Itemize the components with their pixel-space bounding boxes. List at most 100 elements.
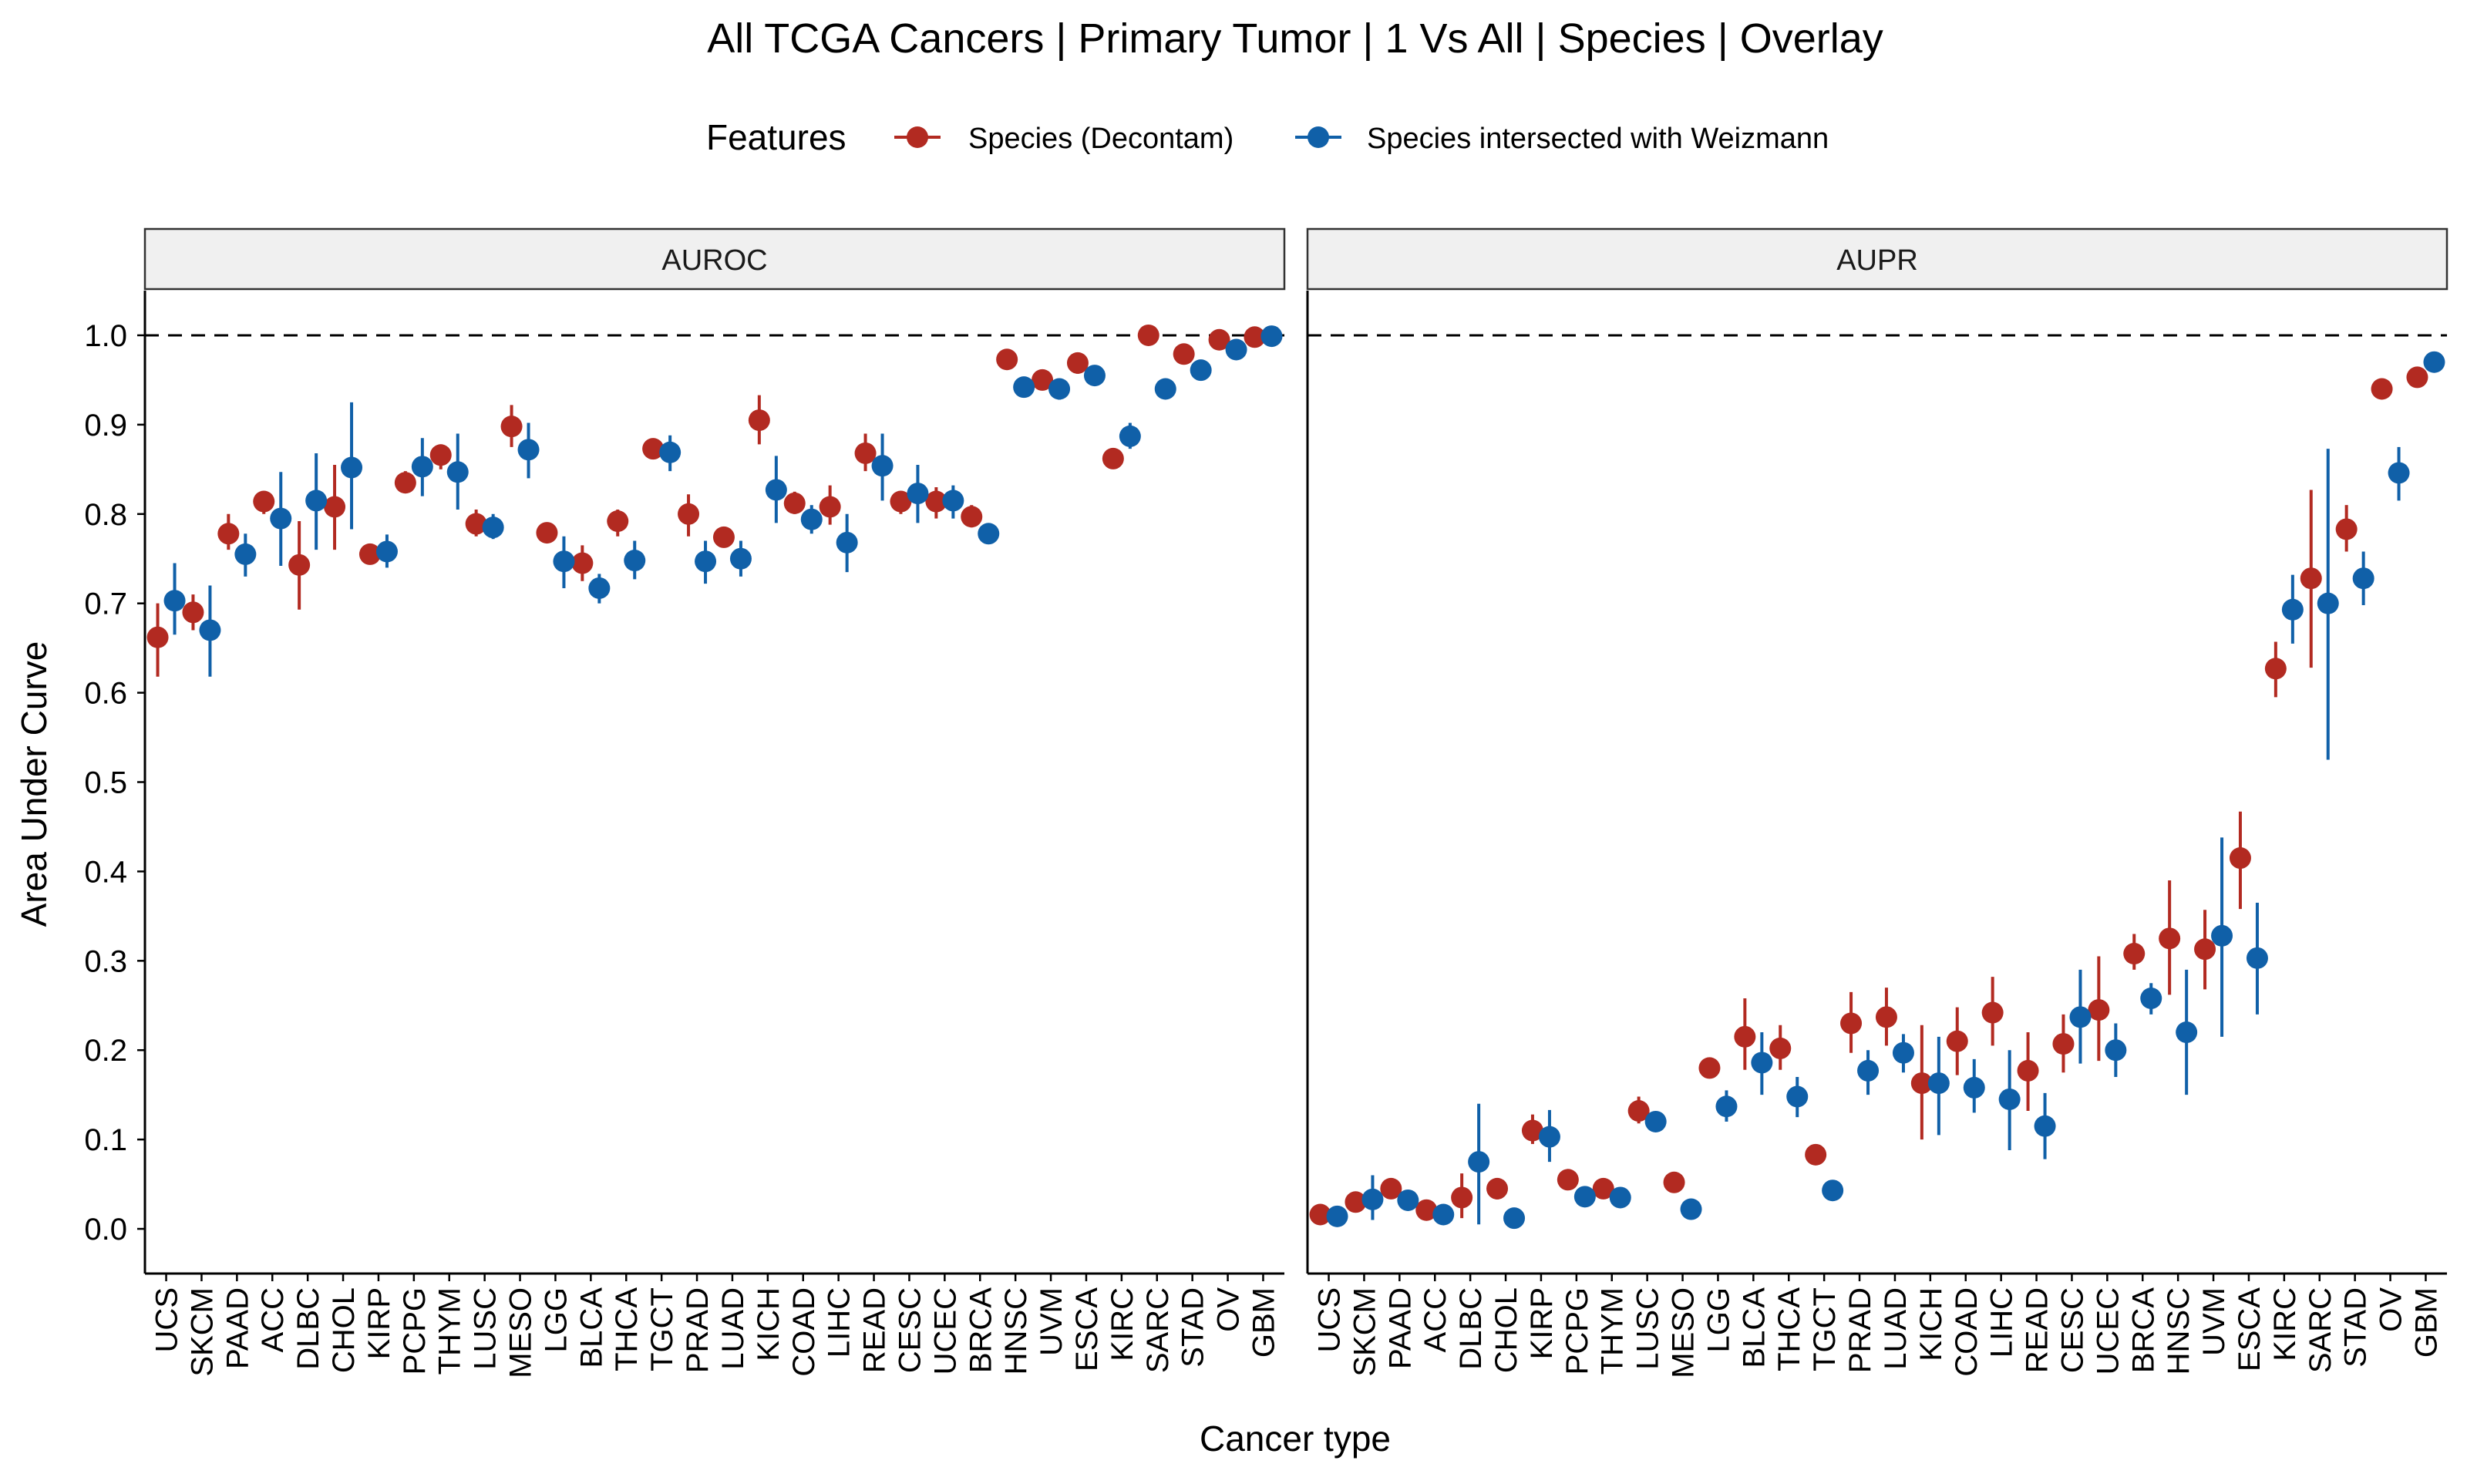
data-point <box>1892 1041 1914 1064</box>
data-point <box>465 513 487 535</box>
data-point <box>1698 1057 1721 1079</box>
data-point <box>942 490 964 512</box>
data-point <box>482 517 504 539</box>
x-tick-label: KIRP <box>1525 1287 1559 1359</box>
data-point <box>1538 1126 1560 1148</box>
data-point <box>2052 1033 2075 1055</box>
facet-label-auroc: AUROC <box>661 244 767 277</box>
x-tick-label: LUSC <box>469 1287 503 1370</box>
data-point <box>800 508 823 530</box>
data-point <box>571 552 594 574</box>
y-tick-label: 0.7 <box>84 587 127 621</box>
data-point <box>2123 943 2146 965</box>
data-point <box>695 550 717 573</box>
x-tick-label: STAD <box>1176 1287 1210 1368</box>
data-point <box>1573 1186 1596 1208</box>
legend-label-weizmann: Species intersected with Weizmann <box>1367 123 1829 155</box>
data-point <box>1609 1186 1631 1209</box>
x-tick-label: PAAD <box>220 1287 254 1369</box>
x-tick-label: PRAD <box>681 1287 715 1373</box>
facet-strip-aupr <box>1306 227 2448 291</box>
x-tick-label: CHOL <box>1489 1287 1523 1373</box>
data-point <box>2176 1021 2198 1044</box>
data-point <box>729 547 752 570</box>
x-tick-label: KIRC <box>1106 1287 1139 1361</box>
data-point <box>324 496 346 518</box>
data-point <box>1032 368 1054 391</box>
data-point <box>1048 378 1071 400</box>
data-point <box>146 626 169 648</box>
data-point <box>871 455 894 477</box>
data-point <box>2317 592 2339 614</box>
data-point <box>1486 1177 1509 1200</box>
data-point <box>1345 1191 1367 1213</box>
data-point <box>819 496 841 518</box>
x-tick-label: STAD <box>2339 1287 2373 1368</box>
data-point <box>2017 1059 2039 1082</box>
y-tick-label: 1.0 <box>84 319 127 353</box>
data-point <box>783 492 806 514</box>
x-tick-label: MESO <box>1667 1287 1701 1378</box>
data-point <box>2159 927 2181 950</box>
data-point <box>1451 1186 1473 1209</box>
x-tick-label: HNSC <box>2162 1287 2196 1375</box>
y-tick-label: 0.1 <box>84 1123 127 1157</box>
data-point <box>961 506 983 528</box>
data-point <box>2140 988 2162 1009</box>
data-point <box>1137 324 1159 346</box>
chart-title: All TCGA Cancers | Primary Tumor | 1 Vs … <box>707 15 1883 62</box>
data-point <box>659 441 682 463</box>
x-tick-label: KIRP <box>362 1287 396 1359</box>
data-point <box>642 438 665 460</box>
data-point <box>1627 1100 1650 1122</box>
y-tick-label: 0.5 <box>84 766 127 800</box>
x-tick-label: READ <box>2021 1287 2055 1373</box>
data-point <box>1715 1095 1738 1118</box>
data-point <box>1260 325 1283 348</box>
data-point <box>553 550 575 573</box>
x-tick-label: LUAD <box>1879 1287 1913 1370</box>
x-tick-label: CESC <box>2055 1287 2089 1373</box>
data-point <box>836 531 858 554</box>
x-tick-label: PRAD <box>1843 1287 1877 1373</box>
data-point <box>748 409 770 432</box>
x-tick-label: LUSC <box>1631 1287 1665 1370</box>
x-tick-label: BRCA <box>964 1287 998 1373</box>
data-point <box>1190 359 1212 382</box>
x-tick-label: KIRC <box>2268 1287 2302 1361</box>
data-point <box>1769 1037 1792 1059</box>
legend-swatch-decontam <box>907 126 928 148</box>
data-point <box>1751 1052 1773 1074</box>
legend-swatch-weizmann <box>1308 126 1329 148</box>
y-tick-label: 0.0 <box>84 1213 127 1247</box>
data-point <box>2371 378 2393 400</box>
x-tick-label: GBM <box>2409 1287 2443 1358</box>
data-point <box>1119 425 1141 447</box>
x-tick-label: PAAD <box>1383 1287 1417 1369</box>
data-point <box>1468 1151 1490 1173</box>
x-tick-label: UVM <box>2197 1287 2231 1356</box>
data-point <box>1680 1198 1702 1220</box>
x-tick-label: BLCA <box>574 1287 608 1368</box>
x-tick-label: COAD <box>1950 1287 1984 1377</box>
data-point <box>1361 1188 1384 1210</box>
data-point <box>1013 376 1035 399</box>
x-tick-label: HNSC <box>999 1287 1033 1375</box>
data-point <box>2388 462 2410 484</box>
x-tick-label: SARC <box>1141 1287 1175 1373</box>
x-tick-label: KICH <box>1914 1287 1948 1361</box>
data-point <box>1102 447 1124 469</box>
x-tick-label: KICH <box>752 1287 786 1361</box>
x-tick-label: THCA <box>1772 1287 1806 1371</box>
y-tick-label: 0.8 <box>84 498 127 532</box>
data-point <box>163 590 186 612</box>
data-point <box>253 490 275 513</box>
data-point <box>429 444 452 466</box>
data-point <box>2034 1115 2056 1137</box>
data-point <box>1154 378 1176 400</box>
y-tick-label: 0.6 <box>84 677 127 711</box>
data-point <box>996 348 1018 371</box>
x-tick-label: UCS <box>1313 1287 1347 1352</box>
data-point <box>182 601 204 624</box>
